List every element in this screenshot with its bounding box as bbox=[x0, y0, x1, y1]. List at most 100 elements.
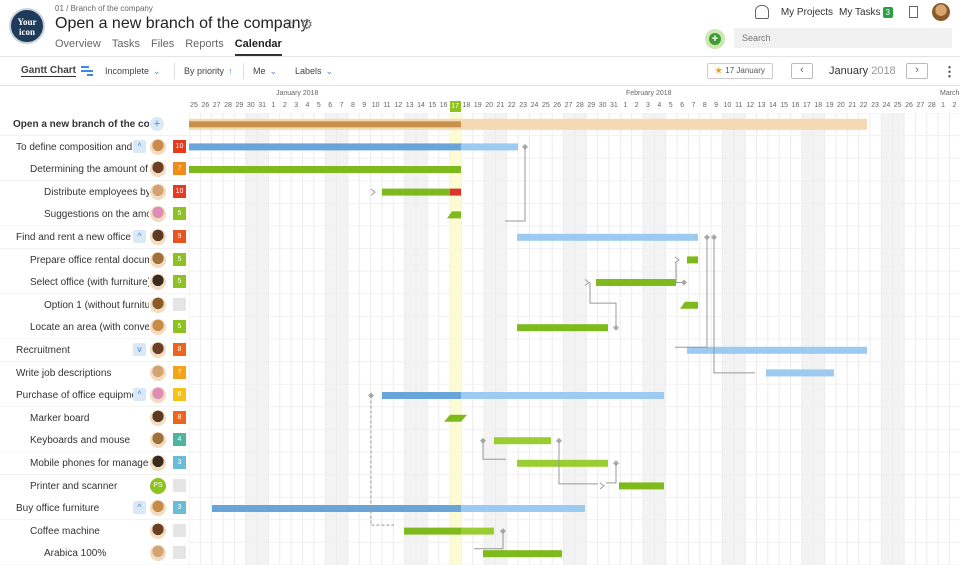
priority-badge[interactable] bbox=[173, 546, 186, 560]
priority-badge[interactable]: 10 bbox=[173, 184, 186, 198]
task-bar[interactable] bbox=[189, 143, 461, 151]
task-bar[interactable] bbox=[596, 279, 676, 286]
task-name[interactable]: Marker board bbox=[30, 412, 90, 424]
milestone-bar[interactable] bbox=[447, 211, 461, 219]
my-tasks-link[interactable]: My Tasks 3 bbox=[839, 6, 893, 18]
avatar[interactable] bbox=[932, 3, 950, 21]
milestone-bar[interactable] bbox=[444, 414, 467, 422]
avatar[interactable] bbox=[150, 545, 166, 562]
task-row[interactable]: Select office (with furniture) 5 bbox=[0, 271, 189, 294]
priority-badge[interactable]: 5 bbox=[173, 275, 186, 289]
task-name[interactable]: Mobile phones for managers bbox=[30, 458, 149, 469]
my-projects-link[interactable]: My Projects bbox=[780, 6, 834, 18]
priority-badge[interactable]: 7 bbox=[173, 162, 186, 176]
task-bar[interactable] bbox=[382, 392, 461, 399]
task-row[interactable]: Arabica 100% bbox=[0, 542, 189, 565]
company-logo[interactable]: Your icon bbox=[9, 8, 45, 44]
avatar[interactable] bbox=[150, 500, 166, 517]
task-row[interactable]: Determining the amount of e 7 bbox=[0, 158, 189, 181]
avatar[interactable] bbox=[150, 387, 166, 404]
task-name[interactable]: Suggestions on the amou bbox=[44, 209, 149, 221]
today-button[interactable]: ★ 17 January bbox=[707, 63, 773, 79]
gantt-icon[interactable] bbox=[81, 66, 93, 76]
task-name[interactable]: Determining the amount of e bbox=[30, 164, 149, 176]
task-name[interactable]: Distribute employees by d bbox=[44, 186, 149, 198]
priority-badge[interactable]: 10 bbox=[173, 139, 186, 153]
avatar[interactable] bbox=[150, 296, 166, 313]
task-name[interactable]: Keyboards and mouse bbox=[30, 435, 131, 447]
priority-badge[interactable]: 4 bbox=[173, 433, 186, 447]
task-name[interactable]: Arabica 100% bbox=[44, 548, 107, 560]
collapse-icon[interactable]: ^ bbox=[133, 388, 146, 402]
priority-badge[interactable]: 6 bbox=[173, 388, 186, 402]
priority-badge[interactable]: 8 bbox=[173, 343, 186, 356]
task-bar[interactable] bbox=[687, 346, 867, 354]
expand-icon[interactable]: v bbox=[133, 343, 146, 356]
priority-badge[interactable]: 8 bbox=[173, 410, 186, 424]
project-bar-progress[interactable] bbox=[189, 121, 461, 128]
collapse-icon[interactable]: ^ bbox=[133, 139, 146, 153]
tab-tasks[interactable]: Tasks bbox=[111, 38, 140, 50]
task-row[interactable]: Option 1 (without furniture bbox=[0, 293, 189, 316]
avatar[interactable] bbox=[150, 274, 166, 291]
task-name[interactable]: Locate an area (with conveni bbox=[30, 322, 149, 334]
labels-filter[interactable]: Labels ⌄ bbox=[295, 66, 333, 77]
task-bar[interactable] bbox=[483, 550, 562, 558]
add-task-icon[interactable]: + bbox=[150, 117, 164, 131]
task-bar[interactable] bbox=[461, 143, 518, 151]
avatar[interactable]: PS bbox=[150, 477, 166, 494]
collapse-icon[interactable]: ^ bbox=[133, 230, 146, 243]
task-row[interactable]: To define composition and ^ 10 bbox=[0, 135, 189, 158]
task-bar[interactable] bbox=[494, 437, 551, 445]
avatar[interactable] bbox=[150, 319, 166, 336]
task-row[interactable]: Prepare office rental docume 5 bbox=[0, 248, 189, 271]
avatar[interactable] bbox=[150, 229, 166, 245]
task-row[interactable]: Mobile phones for managers 3 bbox=[0, 452, 189, 474]
priority-badge[interactable]: 5 bbox=[173, 320, 186, 334]
task-bar[interactable] bbox=[517, 324, 608, 332]
task-name[interactable]: To define composition and bbox=[16, 141, 133, 153]
task-bar[interactable] bbox=[461, 527, 494, 535]
view-gantt-chart[interactable]: Gantt Chart bbox=[21, 65, 76, 77]
breadcrumb[interactable]: 01 / Branch of the company bbox=[55, 4, 153, 13]
prev-month-button[interactable]: ‹ bbox=[791, 63, 813, 79]
task-bar[interactable] bbox=[766, 369, 834, 377]
task-row[interactable]: Printer and scanner PS bbox=[0, 474, 189, 497]
task-name[interactable]: Printer and scanner bbox=[30, 480, 118, 492]
priority-badge[interactable]: 3 bbox=[173, 501, 186, 515]
task-row[interactable]: Distribute employees by d 10 bbox=[0, 180, 189, 203]
sort-selector[interactable]: By priority ↑ bbox=[184, 66, 233, 76]
task-bar[interactable] bbox=[461, 505, 585, 512]
avatar[interactable] bbox=[150, 364, 166, 381]
star-icon[interactable]: ☆ bbox=[284, 16, 297, 32]
collapse-icon[interactable]: ^ bbox=[133, 501, 146, 515]
avatar[interactable] bbox=[150, 522, 166, 539]
more-icon[interactable]: ⋮ bbox=[943, 64, 956, 79]
task-name[interactable]: Select office (with furniture) bbox=[30, 277, 149, 289]
task-row[interactable]: Recruitment v 8 bbox=[0, 339, 189, 361]
priority-badge[interactable] bbox=[173, 523, 186, 537]
task-bar[interactable] bbox=[189, 166, 461, 173]
task-name[interactable]: Write job descriptions bbox=[16, 367, 112, 379]
tab-files[interactable]: Files bbox=[150, 38, 175, 50]
bell-icon[interactable] bbox=[754, 5, 769, 19]
avatar[interactable] bbox=[150, 342, 166, 358]
tab-reports[interactable]: Reports bbox=[185, 38, 224, 50]
assignee-filter[interactable]: Me ⌄ bbox=[253, 66, 277, 77]
project-bar[interactable] bbox=[189, 118, 867, 130]
avatar[interactable] bbox=[150, 138, 166, 155]
task-bar[interactable] bbox=[619, 482, 664, 490]
priority-badge[interactable]: 3 bbox=[173, 456, 186, 469]
avatar[interactable] bbox=[150, 432, 166, 449]
priority-badge[interactable]: 7 bbox=[173, 365, 186, 379]
task-bar[interactable] bbox=[517, 459, 608, 467]
avatar[interactable] bbox=[150, 161, 166, 178]
task-row[interactable]: Find and rent a new office ^ 9 bbox=[0, 226, 189, 248]
next-month-button[interactable]: › bbox=[906, 63, 928, 79]
task-row[interactable]: Suggestions on the amou 5 bbox=[0, 203, 189, 226]
task-name[interactable]: Option 1 (without furniture bbox=[44, 299, 149, 311]
avatar[interactable] bbox=[150, 251, 166, 268]
task-bar[interactable] bbox=[404, 527, 461, 535]
task-row[interactable]: Locate an area (with conveni 5 bbox=[0, 316, 189, 339]
task-bar[interactable] bbox=[517, 233, 698, 241]
